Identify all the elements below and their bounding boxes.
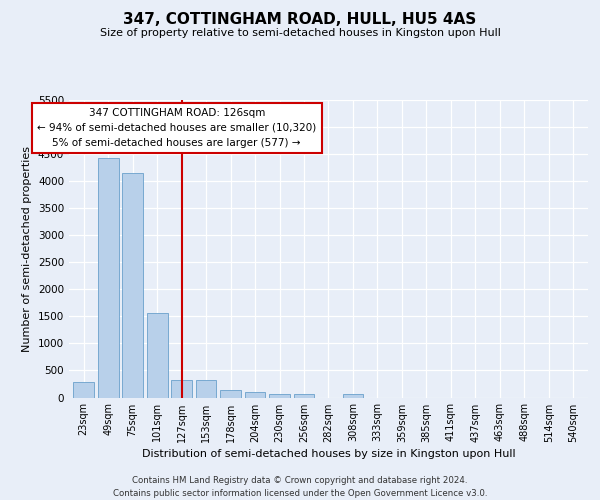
Bar xyxy=(171,380,192,398)
Bar xyxy=(220,390,241,398)
Bar xyxy=(245,392,265,398)
Text: Contains public sector information licensed under the Open Government Licence v3: Contains public sector information licen… xyxy=(113,489,487,498)
Bar xyxy=(98,158,119,398)
Bar xyxy=(147,313,167,398)
Text: Contains HM Land Registry data © Crown copyright and database right 2024.: Contains HM Land Registry data © Crown c… xyxy=(132,476,468,485)
Text: Size of property relative to semi-detached houses in Kingston upon Hull: Size of property relative to semi-detach… xyxy=(100,28,500,38)
Bar xyxy=(269,394,290,398)
Text: 347 COTTINGHAM ROAD: 126sqm
← 94% of semi-detached houses are smaller (10,320)
5: 347 COTTINGHAM ROAD: 126sqm ← 94% of sem… xyxy=(37,108,316,148)
Bar xyxy=(122,173,143,398)
Bar xyxy=(343,394,364,398)
Bar xyxy=(73,382,94,398)
Text: 347, COTTINGHAM ROAD, HULL, HU5 4AS: 347, COTTINGHAM ROAD, HULL, HU5 4AS xyxy=(124,12,476,28)
Y-axis label: Number of semi-detached properties: Number of semi-detached properties xyxy=(22,146,32,352)
Bar xyxy=(196,380,217,398)
Bar xyxy=(293,394,314,398)
X-axis label: Distribution of semi-detached houses by size in Kingston upon Hull: Distribution of semi-detached houses by … xyxy=(142,448,515,458)
